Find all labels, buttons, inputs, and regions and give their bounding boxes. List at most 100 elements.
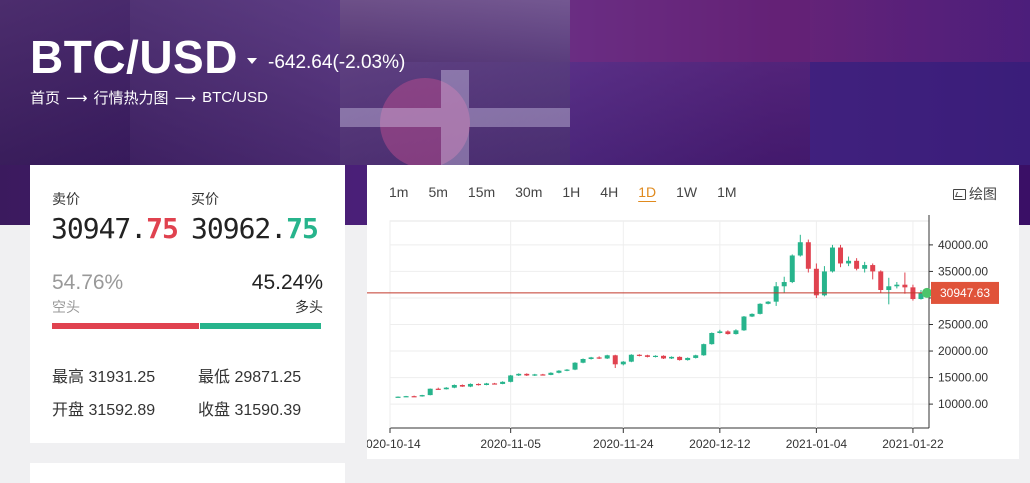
last-price-tag (931, 281, 999, 304)
candle-body (813, 268, 819, 296)
candle-body (773, 286, 779, 302)
x-tick-label: 2021-01-22 (882, 437, 944, 451)
candle-body (685, 357, 691, 361)
tab-1w[interactable]: 1W (676, 184, 698, 200)
close-stat: 收盘 31590.39 (198, 396, 301, 420)
tab-5m[interactable]: 5m (428, 184, 448, 200)
candle-body (838, 247, 844, 264)
candle-body (757, 303, 763, 314)
chart-candles (395, 234, 924, 398)
tab-1d[interactable]: 1D (638, 184, 657, 200)
buy-price: 30962.75 (191, 212, 319, 245)
y-tick-label: 15000.00 (938, 371, 988, 385)
chevron-down-icon[interactable] (247, 58, 257, 64)
buy-price-main: 30962. (191, 212, 287, 245)
breadcrumb-home[interactable]: 首页 (30, 90, 61, 107)
candle-body (524, 373, 530, 376)
candle-body (821, 271, 827, 296)
candle-body (644, 355, 650, 357)
chart-x-axis: 2020-10-14 2020-11-05 2020-11-24 2020-12-12… (367, 428, 944, 451)
draw-button[interactable]: 绘图 (953, 184, 997, 204)
candle-body (459, 385, 465, 387)
hero-decor-flag (340, 70, 570, 165)
candle-body (467, 383, 473, 387)
high-stat: 最高 31931.25 (52, 363, 155, 387)
candle-body (829, 247, 835, 272)
last-price-label: 30947.63 (940, 286, 990, 300)
short-label: 空头 (52, 299, 80, 315)
candle-body (741, 316, 747, 331)
candle-body (411, 396, 417, 398)
candle-body (475, 383, 481, 386)
candle-body (878, 271, 884, 290)
candlestick-chart[interactable]: 40000.0035000.0030000.0025000.0020000.00… (367, 165, 1019, 459)
candle-body (918, 292, 924, 300)
candle-body (749, 313, 755, 317)
hero-tile (570, 0, 810, 62)
x-tick-label: 2020-11-24 (593, 437, 654, 451)
y-tick-label: 40000.00 (938, 238, 988, 252)
candle-body (669, 356, 675, 359)
x-tick-label: 2020-11-05 (480, 437, 541, 451)
period-tabs: 1m 5m 15m 30m 1H 4H 1D 1W 1M (389, 184, 757, 200)
candle-body (902, 284, 908, 288)
arrow-right-icon: ⟶ (174, 89, 197, 107)
x-tick-label: 2020-12-12 (689, 437, 751, 451)
long-ratio-bar (200, 323, 321, 329)
y-tick-label: 35000.00 (938, 264, 988, 278)
tab-30m[interactable]: 30m (515, 184, 543, 200)
low-label: 最低 (198, 369, 231, 386)
long-label: 多头 (295, 299, 323, 315)
tab-1m[interactable]: 1m (389, 184, 409, 200)
hero-decor-circle (380, 78, 470, 168)
breadcrumb: 首页 ⟶ 行情热力图 ⟶ BTC/USD (30, 87, 268, 108)
chart-draw-icon (953, 188, 966, 200)
candle-body (395, 396, 401, 398)
candle-body (508, 375, 514, 382)
next-card (30, 463, 345, 483)
breadcrumb-heatmap[interactable]: 行情热力图 (93, 90, 169, 107)
chart-grid (389, 220, 930, 429)
low-stat: 最低 29871.25 (198, 363, 301, 387)
sell-price-tail: 75 (146, 212, 179, 245)
short-percent: 54.76% (52, 271, 124, 294)
hero-tile (340, 0, 570, 62)
tab-4h[interactable]: 4H (600, 184, 619, 200)
draw-label: 绘图 (969, 186, 997, 202)
close-value: 31590.39 (234, 402, 302, 419)
candle-body (516, 373, 522, 376)
tab-1h[interactable]: 1H (562, 184, 581, 200)
long-percent: 45.24% (251, 271, 323, 294)
candle-body (733, 330, 739, 335)
chart-y-axis: 40000.0035000.0030000.0025000.0020000.00… (928, 215, 988, 428)
candle-body (693, 355, 699, 358)
low-value: 29871.25 (234, 369, 302, 386)
hero-tile (810, 0, 1030, 62)
candle-body (500, 381, 506, 384)
candle-body (419, 395, 425, 397)
candle-body (636, 354, 642, 356)
sell-label: 卖价 (52, 191, 80, 207)
candle-body (403, 396, 409, 398)
page-title: BTC/USD (30, 31, 238, 83)
candle-body (435, 388, 441, 390)
open-value: 31592.89 (88, 402, 156, 419)
candle-body (556, 370, 562, 373)
high-value: 31931.25 (88, 369, 156, 386)
last-price-dot (921, 287, 932, 298)
candle-body (652, 355, 658, 358)
candle-body (540, 374, 546, 376)
short-ratio-bar (52, 323, 199, 329)
candle-body (717, 331, 723, 333)
candle-body (709, 332, 715, 345)
tab-1mo[interactable]: 1M (717, 184, 737, 200)
candle-body (443, 387, 449, 390)
hero-banner: BTC/USD -642.64(-2.03%) 首页 ⟶ 行情热力图 ⟶ BTC… (0, 0, 1030, 225)
candle-body (725, 331, 731, 335)
sell-price: 30947.75 (51, 212, 179, 245)
buy-price-tail: 75 (286, 212, 319, 245)
chart-card: 1m 5m 15m 30m 1H 4H 1D 1W 1M 绘图 40000.00… (367, 165, 1019, 459)
candle-body (612, 355, 618, 365)
tab-15m[interactable]: 15m (467, 184, 496, 200)
sell-price-main: 30947. (51, 212, 147, 245)
